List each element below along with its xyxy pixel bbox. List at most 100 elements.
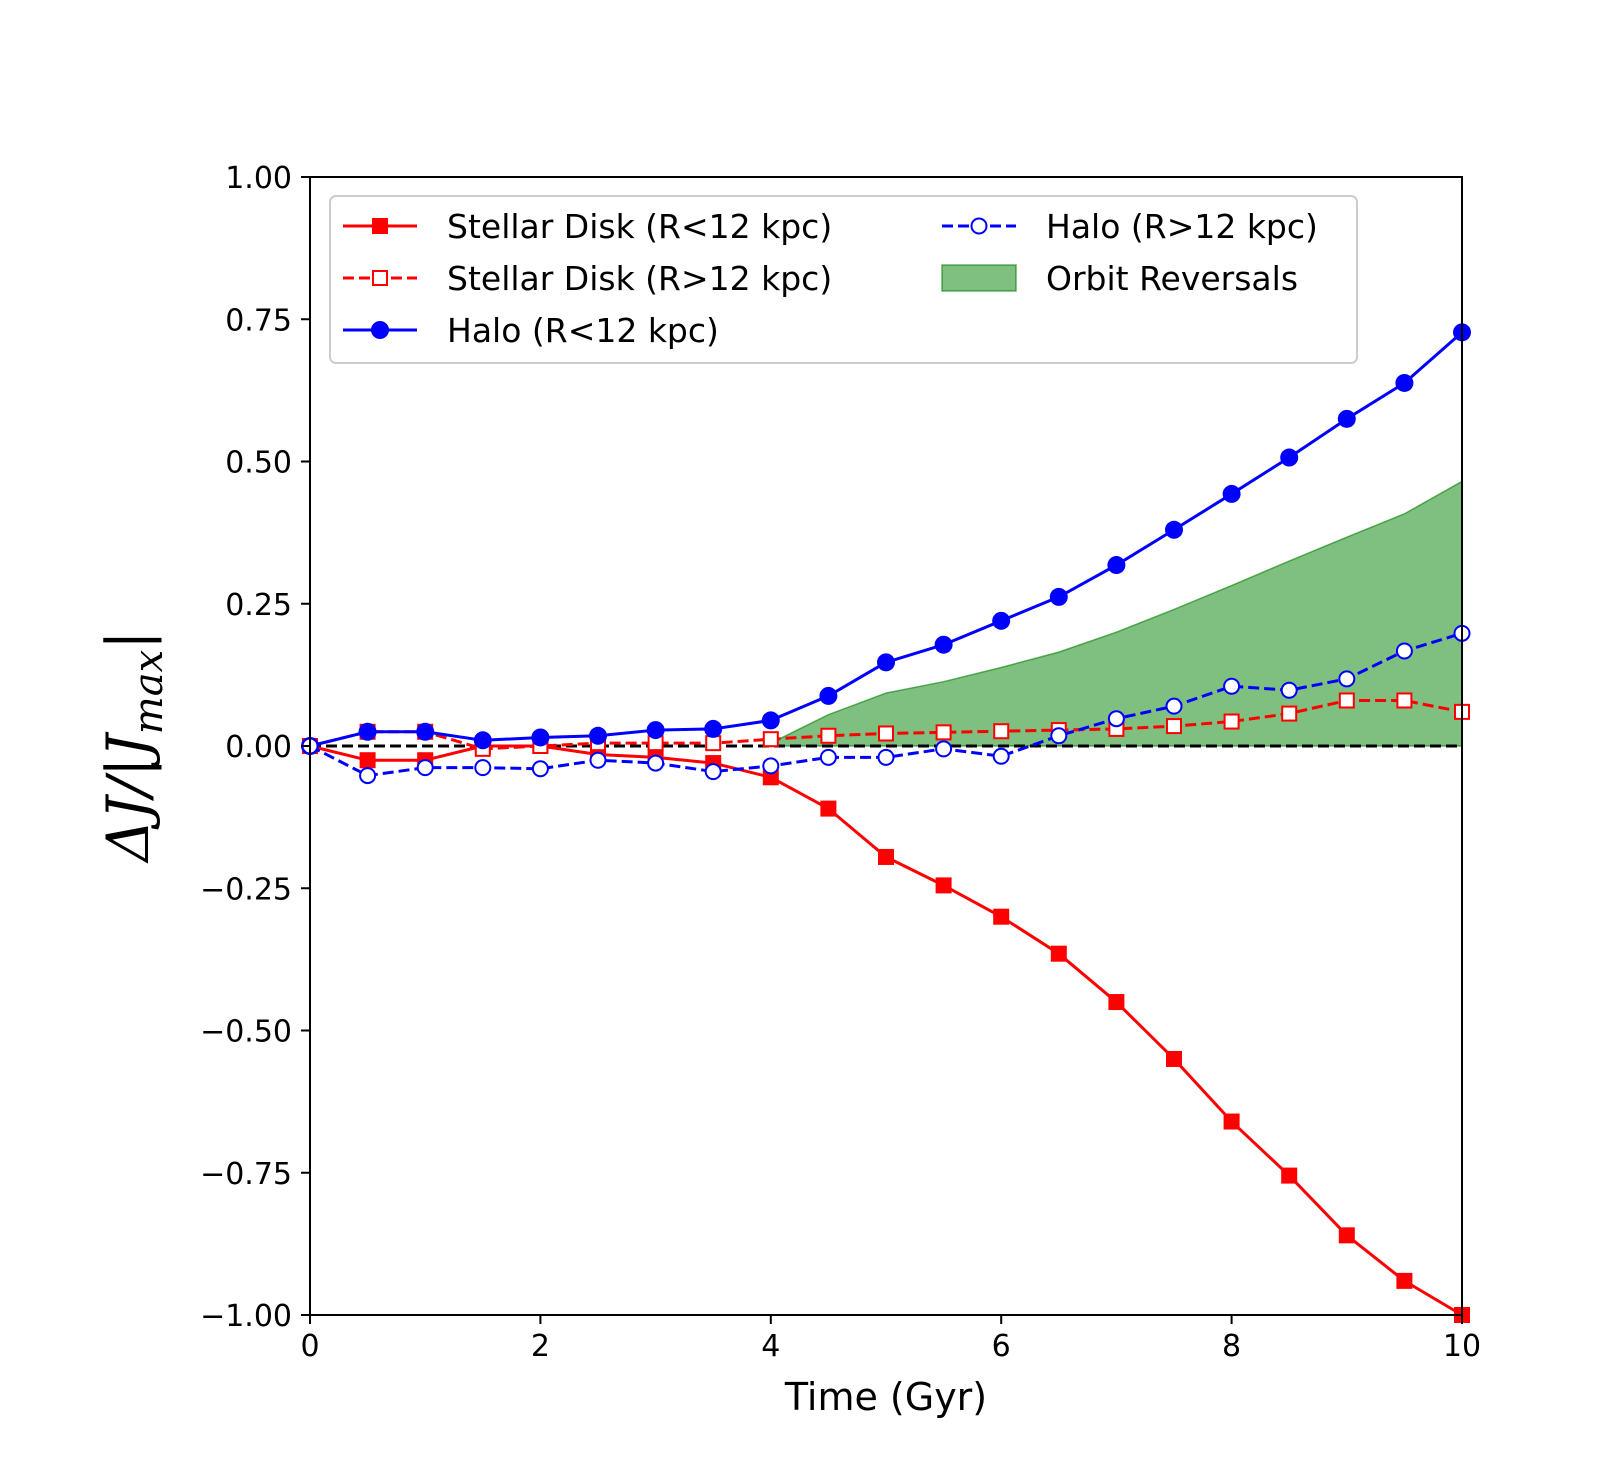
data-point [761, 711, 780, 730]
data-point [646, 721, 665, 740]
x-tick-label: 6 [992, 1329, 1011, 1364]
data-point [762, 731, 779, 748]
legend-swatch [941, 264, 1017, 292]
legend-label: Halo (R<12 kpc) [447, 311, 719, 350]
data-point [1338, 1227, 1355, 1244]
y-tick-label: 1.00 [225, 161, 292, 196]
data-point [1107, 556, 1126, 575]
legend-marker [371, 321, 389, 339]
x-tick-label: 10 [1443, 1329, 1481, 1364]
legend-item: Halo (R<12 kpc) [343, 311, 719, 350]
x-tick-label: 2 [531, 1329, 550, 1364]
data-point [704, 763, 722, 781]
data-point [877, 748, 895, 766]
data-point [705, 735, 722, 752]
data-point [993, 908, 1010, 925]
y-tick-label: 0.75 [225, 303, 292, 338]
data-point [878, 725, 894, 742]
data-point [1280, 448, 1299, 467]
data-point [1108, 994, 1125, 1011]
data-point [1107, 710, 1125, 728]
data-point [992, 747, 1010, 765]
legend-marker [372, 218, 388, 234]
series-layer [301, 323, 1471, 1323]
x-axis-ticks: 0 2 4 6 8 10 [300, 1315, 1481, 1364]
data-point [819, 748, 837, 766]
y-tick-label: 0.50 [225, 446, 292, 481]
data-point [1166, 718, 1182, 735]
data-point [1223, 1113, 1240, 1130]
data-point [1166, 1050, 1182, 1067]
legend-label: Stellar Disk (R>12 kpc) [447, 259, 832, 298]
data-point [1165, 697, 1183, 715]
data-point [1338, 670, 1356, 688]
data-point [1396, 1272, 1413, 1289]
legend-item: Stellar Disk (R>12 kpc) [343, 259, 832, 298]
series-2 [301, 323, 1471, 755]
legend-item: Stellar Disk (R<12 kpc) [343, 207, 832, 246]
data-point [820, 800, 837, 817]
y-tick-label: −0.25 [200, 872, 292, 907]
legend-label: Halo (R>12 kpc) [1046, 207, 1318, 246]
legend: Stellar Disk (R<12 kpc) Stellar Disk (R>1… [329, 195, 1358, 364]
legend-item: Orbit Reversals [941, 259, 1298, 298]
data-point [1395, 642, 1413, 660]
x-axis-label: Time (Gyr) [784, 1375, 987, 1419]
data-point [416, 759, 434, 777]
data-point [474, 759, 492, 777]
series-3 [301, 624, 1471, 785]
data-point [820, 727, 837, 744]
y-tick-label: −0.75 [200, 1157, 292, 1192]
legend-label: Orbit Reversals [1046, 259, 1298, 298]
data-point [1337, 409, 1356, 428]
data-point [1222, 484, 1241, 503]
data-point [589, 751, 607, 769]
data-point [473, 731, 492, 750]
data-point [992, 611, 1011, 630]
x-tick-label: 4 [761, 1329, 780, 1364]
data-point [935, 877, 952, 894]
y-tick-label: −0.50 [200, 1015, 292, 1050]
data-point [531, 728, 550, 747]
data-point [359, 767, 377, 785]
data-point [1049, 587, 1068, 606]
data-point [1281, 705, 1298, 722]
data-point [935, 740, 953, 758]
data-point [1050, 727, 1068, 745]
data-point [589, 726, 607, 745]
data-point [1050, 945, 1067, 962]
y-tick-label: 0.25 [225, 588, 292, 623]
legend-item: Halo (R>12 kpc) [942, 207, 1318, 246]
data-point [762, 757, 780, 775]
y-tick-label: 0.00 [225, 730, 292, 765]
data-point [358, 722, 377, 741]
y-axis-label: ΔJ/|Jmax| [94, 630, 172, 863]
data-point [1280, 681, 1298, 699]
legend-box [329, 195, 1358, 364]
data-point [1395, 373, 1414, 392]
data-point [1396, 692, 1413, 709]
x-tick-label: 8 [1222, 1329, 1241, 1364]
data-point [819, 686, 838, 705]
legend-marker [970, 217, 988, 235]
y-axis-label-main: ΔJ/|J [94, 731, 162, 863]
data-point [1223, 713, 1240, 730]
y-axis-label-tail: | [94, 630, 162, 650]
legend-label: Stellar Disk (R<12 kpc) [447, 207, 832, 246]
svg-text:ΔJ/|Jmax|: ΔJ/|Jmax| [94, 630, 172, 863]
data-point [934, 635, 953, 654]
y-axis-ticks: 1.00 0.75 0.50 0.25 0.00 −0.25 −0.50 −0.75 −1.00 [200, 161, 310, 1334]
data-point [1338, 692, 1355, 709]
data-point [935, 724, 952, 741]
x-tick-label: 0 [300, 1329, 319, 1364]
y-tick-label: −1.00 [200, 1299, 292, 1334]
data-point [704, 719, 723, 738]
data-point [878, 848, 894, 865]
data-point [993, 723, 1010, 740]
data-point [359, 752, 376, 769]
data-point [647, 754, 665, 772]
data-point [1165, 520, 1183, 539]
data-point [877, 653, 895, 672]
legend-marker [372, 270, 388, 286]
